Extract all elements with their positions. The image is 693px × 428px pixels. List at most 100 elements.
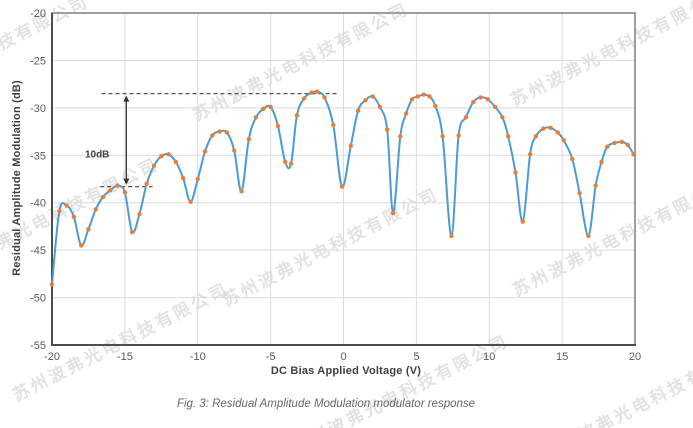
data-point-marker: [188, 199, 193, 204]
y-tick-label: -45: [30, 245, 46, 257]
data-point-marker: [612, 140, 617, 146]
y-tick-label: -40: [30, 198, 46, 210]
data-point-marker: [301, 96, 307, 101]
data-point-marker: [449, 233, 454, 239]
x-tick-label: 10: [483, 351, 495, 363]
data-point-marker: [363, 98, 368, 103]
data-point-marker: [555, 130, 560, 135]
x-tick-label: -15: [117, 351, 133, 363]
data-point-marker: [195, 176, 200, 182]
x-tick-label: -20: [44, 351, 60, 363]
data-point-marker: [605, 144, 610, 149]
data-point-marker: [377, 104, 383, 110]
data-point-marker: [427, 94, 432, 99]
data-point-marker: [570, 156, 575, 162]
data-point-marker: [456, 133, 461, 138]
data-point-marker: [93, 207, 98, 212]
annotation-10db-label: 10dB: [85, 149, 109, 160]
data-point-marker: [86, 227, 91, 232]
x-tick-label: -10: [190, 351, 206, 363]
data-point-marker: [370, 94, 375, 99]
y-axis-title: Residual Amplitude Modulation (dB): [11, 80, 23, 276]
data-point-marker: [409, 97, 415, 102]
data-point-marker: [500, 115, 505, 120]
data-point-marker: [348, 143, 353, 148]
data-point-marker: [415, 94, 420, 99]
data-point-marker: [49, 282, 55, 287]
data-point-marker: [440, 134, 445, 139]
x-tick-label: 15: [556, 351, 568, 363]
data-point-marker: [275, 123, 281, 129]
data-point-marker: [239, 189, 244, 194]
x-axis-title: DC Bias Applied Voltage (V): [270, 365, 422, 377]
data-point-marker: [527, 152, 533, 157]
data-point-marker: [355, 108, 361, 113]
arrow-head-down-icon: [123, 178, 130, 185]
y-tick-label: -50: [30, 293, 46, 305]
x-tick-label: 0: [340, 351, 346, 363]
data-point-marker: [144, 181, 149, 186]
data-point-marker: [331, 122, 336, 128]
data-point-marker: [253, 115, 259, 120]
data-point-marker: [593, 183, 598, 188]
data-point-marker: [385, 127, 390, 132]
data-point-marker: [421, 92, 426, 97]
data-point-marker: [520, 219, 525, 224]
data-point-marker: [541, 126, 546, 131]
data-point-marker: [586, 233, 591, 239]
data-point-marker: [309, 90, 314, 95]
data-point-marker: [210, 133, 215, 138]
data-point-marker: [322, 95, 327, 100]
data-point-marker: [246, 137, 251, 142]
data-point-marker: [166, 152, 171, 157]
data-point-marker: [478, 95, 483, 100]
data-point-marker: [57, 209, 62, 214]
data-point-marker: [548, 125, 553, 130]
y-tick-label: -25: [30, 55, 46, 67]
x-tick-label: -5: [266, 351, 276, 363]
data-point-marker: [619, 139, 625, 145]
data-point-marker: [577, 191, 582, 196]
data-point-marker: [268, 104, 273, 110]
data-point-marker: [137, 211, 142, 217]
data-point-marker: [390, 210, 396, 216]
data-point-marker: [181, 175, 186, 181]
data-point-marker: [202, 149, 208, 154]
data-point-marker: [173, 159, 179, 165]
data-point-marker: [159, 154, 164, 159]
data-point-marker: [283, 159, 288, 165]
data-point-marker: [100, 194, 106, 200]
y-tick-label: -20: [30, 8, 46, 20]
y-tick-label: -55: [30, 340, 46, 352]
data-point-marker: [463, 115, 469, 120]
x-tick-label: 5: [413, 351, 419, 363]
data-point-marker: [122, 190, 128, 195]
data-point-marker: [599, 159, 604, 165]
data-point-marker: [108, 188, 113, 193]
arrow-head-up-icon: [123, 95, 130, 102]
data-point-marker: [513, 170, 518, 175]
figure-caption: Fig. 3: Residual Amplitude Modulation mo…: [176, 398, 476, 410]
data-point-marker: [288, 161, 294, 166]
ram-response-chart: -20 -15 -10 -5 0 5 10 15 20-20-25-30-35-40-45-50…: [30, 8, 641, 363]
data-point-marker: [485, 97, 490, 102]
data-point-marker: [398, 134, 403, 139]
data-point-marker: [294, 113, 300, 118]
data-point-marker: [404, 111, 409, 116]
data-point-marker: [315, 89, 320, 94]
data-point-marker: [471, 100, 476, 105]
data-point-marker: [64, 203, 69, 208]
data-point-marker: [492, 104, 498, 110]
data-point-marker: [217, 129, 222, 134]
data-point-marker: [433, 103, 438, 109]
data-point-marker: [625, 142, 630, 148]
data-point-marker: [130, 229, 135, 235]
data-point-marker: [506, 134, 511, 139]
data-point-marker: [339, 184, 345, 189]
data-point-marker: [79, 243, 84, 248]
data-point-marker: [224, 130, 230, 135]
y-tick-label: -30: [30, 103, 46, 115]
data-point-marker: [261, 106, 266, 112]
data-point-marker: [561, 137, 566, 143]
